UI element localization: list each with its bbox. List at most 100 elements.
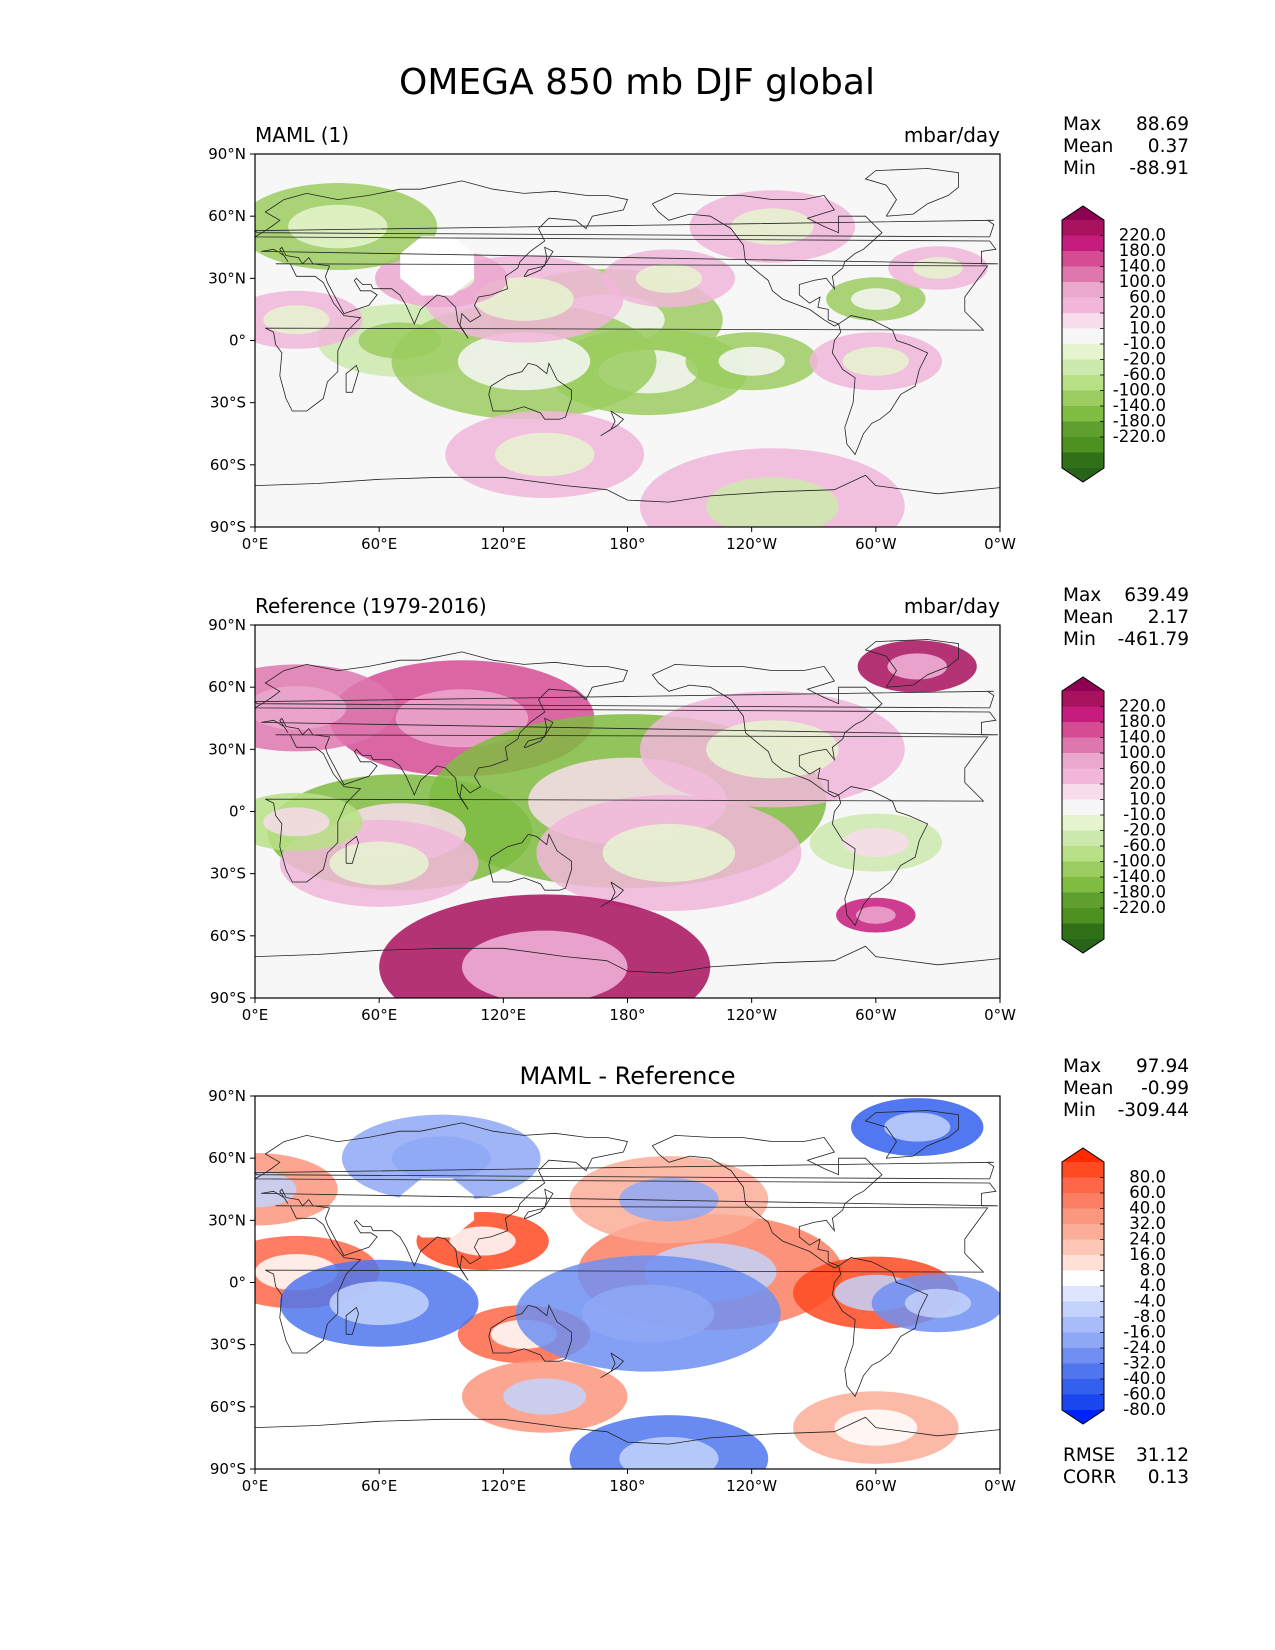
colorbar-swatch — [1062, 375, 1104, 391]
coastline — [255, 1161, 995, 1180]
colorbar-label: 8.0 — [1140, 1261, 1166, 1280]
lat-tick-label: 30°N — [208, 1211, 246, 1229]
colorbar: 220.0180.0140.0100.060.020.010.0-10.0-20… — [1061, 205, 1166, 483]
field-region-core — [851, 288, 901, 310]
colorbar-label: 20.0 — [1129, 774, 1166, 793]
lat-tick-label: 0° — [229, 1274, 246, 1292]
lat-tick-label: 60°S — [210, 456, 246, 474]
colorbar-swatch — [1062, 753, 1104, 769]
field-region-core — [395, 689, 529, 748]
lat-tick-label: 60°S — [210, 1398, 246, 1416]
lon-tick-label: 120°E — [481, 1477, 527, 1495]
colorbar-swatch — [1062, 282, 1104, 298]
field-region-core — [255, 1171, 297, 1208]
colorbar-outline — [1061, 205, 1105, 483]
colorbar-swatch — [1062, 1255, 1104, 1271]
colorbar-label: -60.0 — [1123, 836, 1166, 855]
field-region-core — [619, 1177, 719, 1222]
coastline — [831, 1257, 929, 1398]
coastline — [651, 1134, 883, 1269]
lon-tick-label: 60°E — [361, 535, 397, 553]
field-region-core — [619, 1436, 719, 1469]
field-region-core — [855, 906, 896, 924]
colorbar-label: 100.0 — [1119, 272, 1166, 291]
stat-label: Mean — [1063, 1078, 1113, 1099]
stat-label: Mean — [1063, 607, 1113, 628]
coastline — [255, 690, 995, 709]
stats-block: Max 97.94 Mean -0.99 Min -309.44 — [1063, 1056, 1189, 1121]
stat-value: 639.49 — [1124, 585, 1189, 606]
colorbar-swatch — [1062, 691, 1104, 707]
colorbar-label: 60.0 — [1129, 759, 1166, 778]
lon-tick-label: 0°E — [242, 1477, 269, 1495]
colorbar-swatch — [1062, 235, 1104, 252]
colorbar-swatch — [1062, 1193, 1104, 1209]
field-region-core — [263, 807, 330, 837]
colorbar-swatch — [1062, 877, 1104, 893]
lon-tick-label: 0°W — [984, 1477, 1016, 1495]
stat-value: -309.44 — [1118, 1100, 1189, 1121]
colorbar-label: 16.0 — [1129, 1245, 1166, 1264]
stat-label: Max — [1063, 585, 1101, 606]
coastline — [864, 1110, 959, 1159]
coastline — [600, 1352, 625, 1379]
colorbar-swatch — [1062, 344, 1104, 360]
field-test — [255, 154, 1000, 527]
colorbar-label: -10.0 — [1123, 334, 1166, 353]
colorbar-swatch — [1062, 266, 1104, 283]
colorbar-swatch — [1062, 908, 1104, 924]
lon-tick-label: 180° — [609, 535, 645, 553]
colorbar-swatch — [1062, 768, 1104, 785]
lat-tick-label: 90°S — [210, 518, 246, 536]
stats-block: Max 639.49 Mean 2.17 Min -461.79 — [1063, 585, 1189, 650]
field-region-core — [457, 332, 591, 391]
colorbar-label: 10.0 — [1129, 319, 1166, 338]
colorbar-label: -16.0 — [1123, 1323, 1166, 1342]
lon-tick-label: 120°W — [726, 1006, 777, 1024]
coastline — [345, 364, 359, 393]
colorbar-label: -180.0 — [1113, 883, 1166, 902]
field-region-core — [887, 653, 948, 680]
stat-value: -461.79 — [1118, 629, 1189, 650]
missing-data-area — [400, 1178, 475, 1238]
lat-tick-label: 90°N — [208, 1087, 246, 1105]
lon-tick-label: 60°W — [855, 1477, 897, 1495]
lat-tick-label: 90°N — [208, 145, 246, 163]
extra-stat-value: 0.13 — [1148, 1467, 1189, 1488]
field-region-core — [288, 204, 388, 249]
colorbar-swatch — [1062, 313, 1104, 329]
colorbar-swatch — [1062, 1301, 1104, 1318]
colorbar-label: -8.0 — [1134, 1307, 1166, 1326]
lat-tick-label: 90°S — [210, 989, 246, 1007]
stats-block: Max 88.69 Mean 0.37 Min -88.91 — [1063, 114, 1189, 179]
colorbar-label: -220.0 — [1113, 427, 1166, 446]
field-region-core — [718, 346, 785, 376]
colorbar-label: 180.0 — [1119, 241, 1166, 260]
colorbar-label: -20.0 — [1123, 350, 1166, 369]
extra-stat-label: CORR — [1063, 1467, 1116, 1488]
colorbar-label: -80.0 — [1123, 1400, 1166, 1419]
stat-value: -88.91 — [1129, 158, 1189, 179]
field-region-core — [503, 1378, 587, 1415]
coastline — [488, 1304, 572, 1362]
coastline — [255, 1416, 1000, 1445]
colorbar-label: -220.0 — [1113, 898, 1166, 917]
colorbar-swatch — [1062, 1379, 1104, 1395]
colorbar-swatch — [1062, 421, 1104, 438]
lat-tick-label: 60°N — [208, 678, 246, 696]
coastline — [265, 263, 989, 412]
colorbar-swatch — [1062, 737, 1104, 754]
coastline — [255, 945, 1000, 974]
colorbar-swatch — [1062, 1239, 1104, 1256]
stat-value: 88.69 — [1136, 114, 1189, 135]
colorbar-swatch — [1062, 359, 1104, 376]
lat-tick-label: 30°S — [210, 865, 246, 883]
field-region-core — [913, 257, 963, 279]
colorbar-swatch — [1062, 799, 1104, 816]
lon-tick-label: 60°W — [855, 535, 897, 553]
colorbar-swatch — [1062, 1162, 1104, 1178]
coastline — [255, 651, 998, 810]
field-region-core — [391, 1136, 491, 1180]
stat-label: Min — [1063, 1100, 1096, 1121]
